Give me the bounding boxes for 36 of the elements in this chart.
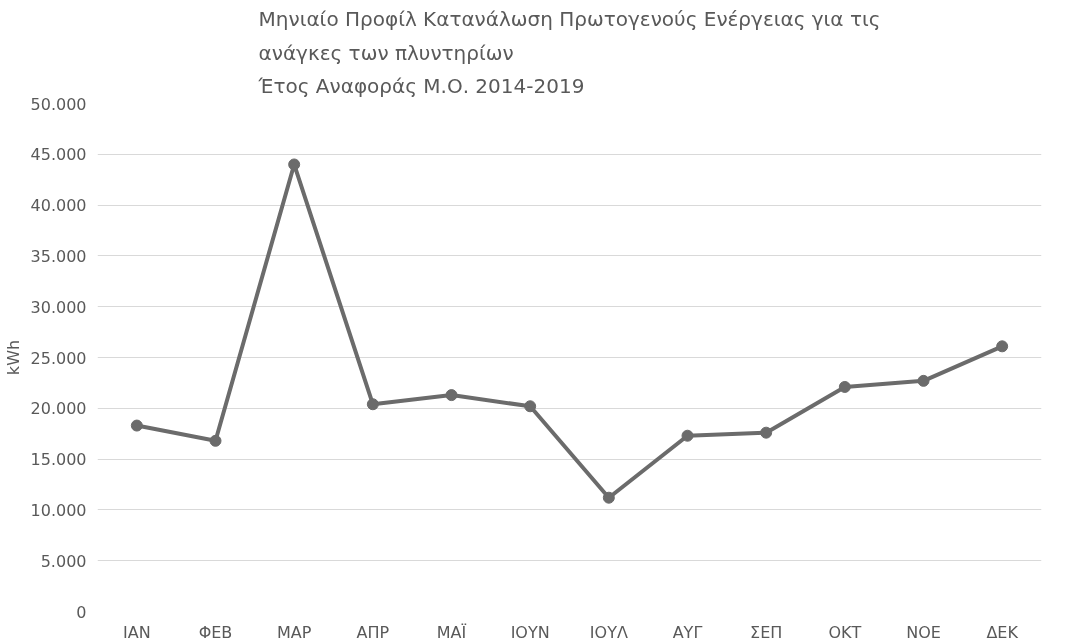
y-axis-title: kWh <box>3 339 23 376</box>
point <box>996 340 1009 353</box>
x-tick-label: ΙΟΥΝ <box>510 622 550 642</box>
point <box>681 429 694 442</box>
y-tick-label: 20.000 <box>30 399 87 419</box>
y-tick-label: 30.000 <box>30 297 87 317</box>
y-tick-label: 50.000 <box>30 94 87 114</box>
y-tick-label: 25.000 <box>30 348 87 368</box>
y-tick-label: 10.000 <box>30 500 87 520</box>
y-tick-label: 35.000 <box>30 246 87 266</box>
point <box>760 426 773 439</box>
x-tick-label: ΜΑΡ <box>276 622 312 642</box>
point <box>209 434 222 447</box>
point <box>524 400 537 413</box>
point <box>602 491 615 504</box>
point <box>838 380 851 393</box>
x-tick-label: ΙΑΝ <box>123 622 151 642</box>
x-tick-label: ΣΕΠ <box>750 622 783 642</box>
y-tick-label: 15.000 <box>30 450 87 470</box>
y-tick-label: 45.000 <box>30 145 87 165</box>
x-tick-label: ΑΥΓ <box>672 622 703 642</box>
y-tick-label: 5.000 <box>40 551 87 571</box>
chart-title: Μηνιαίο Προφίλ Κατανάλωση Πρωτογενούς Ενέργειας για τις ανάγκες των πλυντηρίων Έτος Αναφοράς Μ.Ο. 2014-2019 <box>257 7 881 99</box>
point <box>366 398 379 411</box>
y-tick-label: 40.000 <box>30 196 87 216</box>
point <box>917 374 930 387</box>
x-tick-label: ΑΠΡ <box>356 622 390 642</box>
x-tick-label: ΙΟΥΛ <box>589 622 628 642</box>
x-tick-label: ΦΕΒ <box>198 622 233 642</box>
x-tick-label: ΔΕΚ <box>986 622 1019 642</box>
x-tick-label: ΜΑΪ <box>436 622 467 642</box>
x-tick-label: ΟΚΤ <box>828 622 862 642</box>
point <box>445 389 458 402</box>
point <box>130 419 143 432</box>
y-tick-label: 0 <box>76 602 87 622</box>
x-tick-label: ΝΟΕ <box>906 622 941 642</box>
